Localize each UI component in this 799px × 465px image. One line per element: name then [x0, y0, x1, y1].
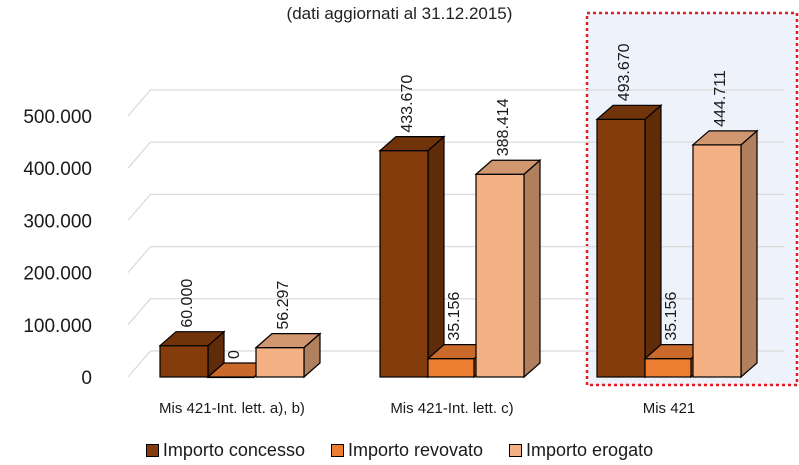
- gridline-diag: [127, 194, 151, 221]
- gridline-diag: [127, 141, 151, 169]
- chart-subtitle: (dati aggiornati al 31.12.2015): [286, 4, 513, 23]
- legend-swatch-concesso: [145, 444, 159, 457]
- bar: [427, 358, 475, 378]
- bar: [692, 144, 742, 378]
- legend-swatch-erogato: [509, 444, 523, 457]
- bar: [255, 347, 305, 378]
- y-tick-label: 500.000: [23, 107, 92, 128]
- bar-side: [523, 158, 541, 379]
- legend-label-erogato: Importo erogato: [526, 440, 654, 460]
- bar-top: [254, 333, 322, 349]
- gridline-diag: [127, 89, 151, 117]
- bar: [379, 150, 429, 378]
- data-label: 433.670: [399, 75, 416, 133]
- data-label: 35.156: [663, 292, 680, 341]
- bar-side: [644, 103, 662, 379]
- bar: [596, 118, 646, 378]
- legend-item-revovato: Importo revovato: [330, 440, 484, 461]
- legend-item-concesso: Importo concesso: [145, 440, 305, 461]
- bar: [159, 345, 209, 378]
- bar: [475, 173, 525, 378]
- data-label: 388.414: [495, 98, 512, 156]
- data-label: 0: [226, 350, 243, 359]
- chart-legend: Importo concesso Importo revovato Import…: [0, 440, 799, 461]
- legend-item-erogato: Importo erogato: [509, 440, 653, 461]
- category-label: Mis 421-Int. lett. c): [390, 400, 513, 417]
- data-label: 60.000: [179, 279, 196, 328]
- bar-chart-3d: 0 100.000 200.000 300.000 400.000 500.000 60.0…: [23, 11, 799, 417]
- bar: [644, 358, 692, 378]
- bar-top: [158, 331, 226, 347]
- data-label: 56.297: [275, 281, 292, 330]
- gridline-diag: [127, 350, 151, 378]
- legend-swatch-revovato: [330, 444, 344, 457]
- data-label: 444.711: [712, 70, 729, 127]
- bar-top: [691, 130, 759, 146]
- legend-label-concesso: Importo concesso: [162, 440, 305, 460]
- data-label: 35.156: [446, 292, 463, 341]
- y-tick-label: 100.000: [23, 316, 92, 337]
- legend-label-revovato: Importo revovato: [347, 440, 484, 460]
- bar-top: [595, 104, 663, 120]
- y-tick-label: 0: [81, 368, 92, 389]
- gridline-diag: [127, 246, 151, 273]
- data-label: 493.670: [616, 43, 633, 101]
- bar-top: [378, 136, 446, 152]
- category-label: Mis 421-Int. lett. a), b): [159, 400, 305, 417]
- y-tick-label: 200.000: [23, 264, 92, 285]
- gridline-diag: [127, 298, 151, 326]
- y-tick-label: 400.000: [23, 159, 92, 180]
- y-tick-label: 300.000: [23, 211, 92, 232]
- category-label: Mis 421: [643, 400, 696, 417]
- bar-top: [474, 159, 542, 175]
- bar-side: [427, 135, 445, 379]
- bar-side: [740, 129, 758, 379]
